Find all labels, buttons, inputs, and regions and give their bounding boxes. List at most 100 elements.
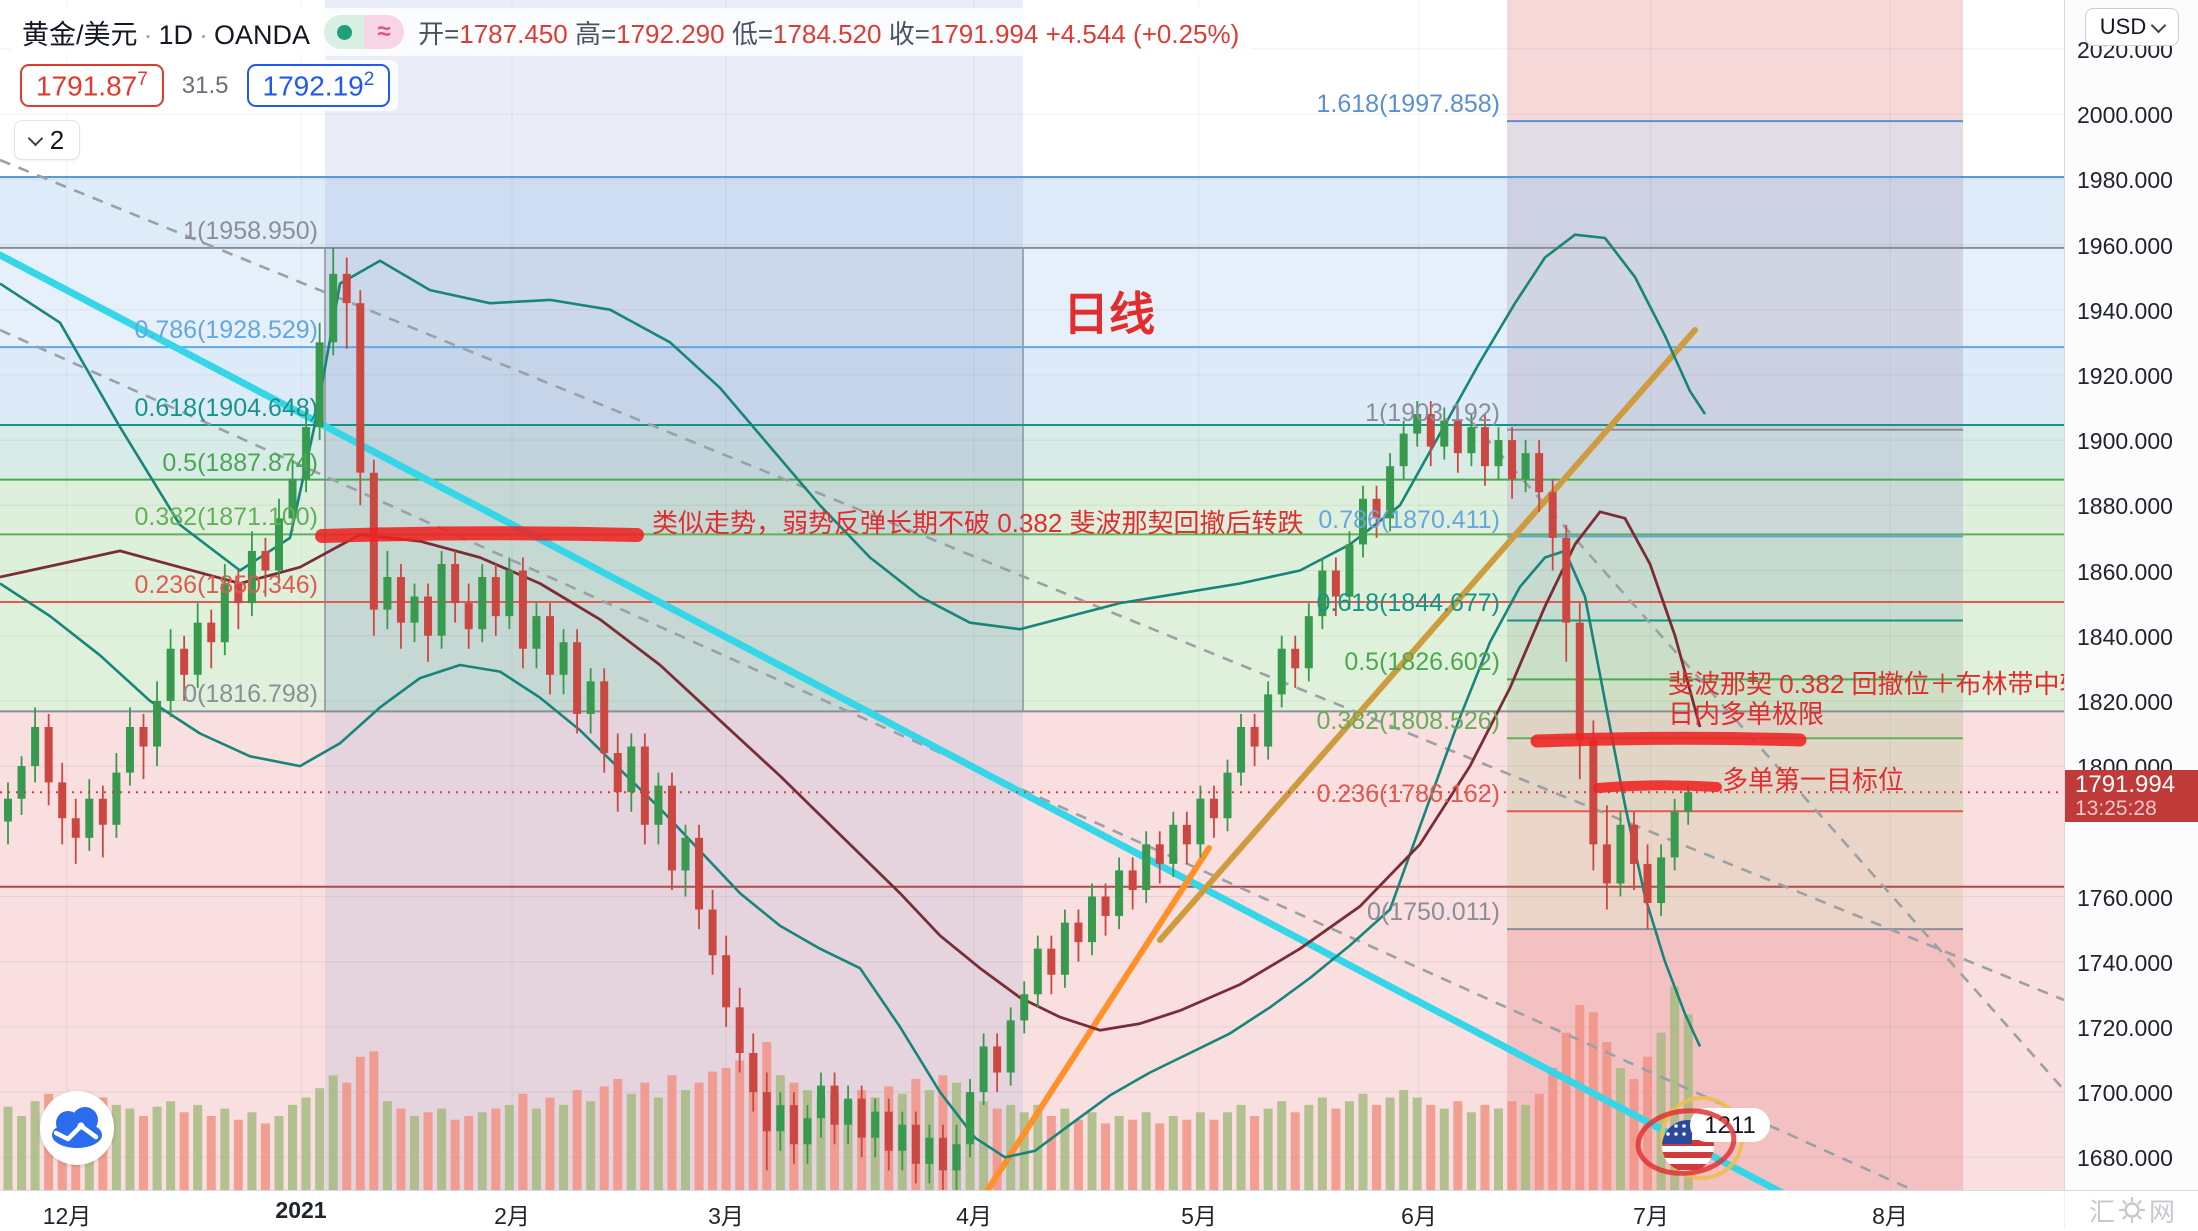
price-tick-label: 1760.000 xyxy=(2077,884,2173,911)
price-tick-label: 1860.000 xyxy=(2077,558,2173,585)
fib-level-label: 1.618(1997.858) xyxy=(1316,90,1500,119)
indicator-count: 2 xyxy=(49,124,65,155)
close-value: 1791.994 xyxy=(929,18,1039,49)
economic-event-marker[interactable]: 1211 xyxy=(1635,1096,1770,1180)
dashed-trendline[interactable] xyxy=(1469,419,2064,1091)
fib-level-label: 0(1750.011) xyxy=(1367,898,1500,927)
watermark-logo: 汇 网 xyxy=(2064,1190,2198,1229)
fib-level-label: 0.5(1826.602) xyxy=(1344,648,1500,677)
time-tick-label: 6月 xyxy=(1401,1203,1437,1229)
fib-level-label: 0.5(1887.874) xyxy=(162,448,318,477)
last-price-value: 1791.994 xyxy=(2075,771,2176,798)
fib-level-label: 0.382(1808.526) xyxy=(1316,707,1500,736)
separator: · xyxy=(199,19,209,50)
publisher-logo-button[interactable] xyxy=(40,1091,114,1165)
time-axis[interactable]: 12月 2021 2月 3月 4月 5月 6月 7月 8月 xyxy=(0,1190,2064,1229)
fib-pullback-note-line1: 斐波那契 0.382 回撤位＋布林带中轨 xyxy=(1668,669,2086,699)
fib1-zone xyxy=(0,479,2064,535)
price-tick-label: 2000.000 xyxy=(2077,102,2173,129)
high-value: 1792.290 xyxy=(616,18,725,49)
time-tick-label: 2021 xyxy=(275,1197,327,1223)
time-tick-label: 4月 xyxy=(956,1203,992,1229)
ohlc-readout: 开=1787.450 高=1792.290 低=1784.520 收=1791.… xyxy=(418,14,1239,51)
symbol-title: 黄金/美元 · 1D · OANDA xyxy=(22,13,310,52)
red-circle-scribble xyxy=(1635,1108,1737,1176)
red-highlight-stroke[interactable] xyxy=(1530,731,1807,748)
bar-countdown: 13:25:28 xyxy=(2075,797,2157,820)
fib-level-label: 1(1958.950) xyxy=(183,216,318,245)
cloud-chart-icon xyxy=(52,1107,102,1148)
price-axis[interactable]: 2020.000 2000.000 1980.000 1960.000 1940.000… xyxy=(2064,0,2198,1190)
time-tick-label: 3月 xyxy=(708,1203,744,1229)
sell-button[interactable]: 1791.877 xyxy=(20,64,164,108)
change-percent: (+0.25%) xyxy=(1133,18,1240,49)
dayline-annotation: 日线 xyxy=(1063,288,1155,340)
approx-status-icon[interactable]: ≈ xyxy=(364,15,405,49)
price-tick-label: 1740.000 xyxy=(2077,949,2173,976)
orange-trendline[interactable] xyxy=(963,845,1212,1190)
red-highlight-stroke[interactable] xyxy=(315,526,644,543)
timeframe-label[interactable]: 1D xyxy=(158,19,194,50)
price-tick-label: 1940.000 xyxy=(2077,297,2173,324)
fib2-zone xyxy=(1507,536,1963,621)
low-value: 1784.520 xyxy=(773,18,882,49)
fib-level-label: 0.618(1844.677) xyxy=(1316,589,1500,618)
time-tick-label: 2月 xyxy=(494,1203,530,1229)
price-tick-label: 1840.000 xyxy=(2077,623,2173,650)
symbol-legend[interactable]: 黄金/美元 · 1D · OANDA ≈ 开=1787.450 高=1792.290 低… xyxy=(10,8,1252,56)
last-price-badge: 1791.994 13:25:28 xyxy=(2065,770,2198,822)
fib1-zone xyxy=(0,534,2064,602)
open-label: 开= xyxy=(418,18,460,49)
symbol-name: 黄金/美元 xyxy=(22,19,138,50)
fib2-zone xyxy=(1507,738,1963,812)
fib-level-label: 0.618(1904.648) xyxy=(134,393,318,422)
bollinger-lower-line xyxy=(0,549,1702,1159)
time-tick-label: 7月 xyxy=(1633,1203,1669,1229)
fib1-zone xyxy=(0,347,2064,425)
bid-price-sup: 7 xyxy=(137,69,148,90)
trend-note-annotation: 类似走势，弱势反弹长期不破 0.382 斐波那契回撤后转跌 xyxy=(652,508,1304,538)
price-tick-label: 1680.000 xyxy=(2077,1145,2173,1172)
fib-level-label: 0.236(1786.162) xyxy=(1316,780,1500,809)
fib1-zone xyxy=(0,177,2064,248)
collapse-indicators-button[interactable]: 2 xyxy=(14,120,80,160)
status-chips: ≈ xyxy=(324,15,405,49)
price-tick-label: 1720.000 xyxy=(2077,1014,2173,1041)
close-label: 收= xyxy=(888,18,930,49)
gold-trendline[interactable] xyxy=(1157,327,1698,943)
cyan-trendline[interactable] xyxy=(0,251,1849,1190)
time-tick-label: 12月 xyxy=(42,1203,92,1229)
chevron-down-icon xyxy=(27,130,44,146)
low-label: 低= xyxy=(731,18,773,49)
open-value: 1787.450 xyxy=(459,18,568,49)
fib-pullback-note-line2: 日内多单极限 xyxy=(1668,699,1825,729)
price-chart-canvas[interactable]: 1211 xyxy=(0,0,2064,1190)
fib-level-label: 0.236(1850.346) xyxy=(134,570,318,599)
fib-level-label: 0.382(1871.100) xyxy=(134,503,318,532)
watermark-left-char: 汇 xyxy=(2088,1196,2115,1227)
spread-value: 31.5 xyxy=(181,71,229,99)
price-tick-label: 1900.000 xyxy=(2077,428,2173,455)
exchange-label: OANDA xyxy=(214,19,311,50)
high-label: 高= xyxy=(574,18,617,49)
market-status-icon[interactable] xyxy=(324,15,365,49)
time-tick-label: 5月 xyxy=(1181,1203,1217,1229)
ask-price: 1792.19 xyxy=(262,70,364,102)
price-tick-label: 1960.000 xyxy=(2077,232,2173,259)
price-tick-label: 1700.000 xyxy=(2077,1080,2173,1107)
red-highlight-stroke[interactable] xyxy=(1593,780,1722,793)
quote-row: 1791.877 31.5 1792.192 xyxy=(12,60,399,112)
candlesticks xyxy=(4,247,1693,1190)
time-tick-label: 8月 xyxy=(1872,1203,1908,1229)
change-value: +4.544 xyxy=(1045,18,1126,49)
currency-selector[interactable]: USD xyxy=(2085,8,2179,46)
fib-level-label: 0(1816.798) xyxy=(183,680,318,709)
gear-icon xyxy=(2119,1197,2145,1223)
price-tick-label: 1820.000 xyxy=(2077,688,2173,715)
fib2-zone xyxy=(1507,121,1963,430)
fib-level-label: 0.786(1928.529) xyxy=(134,316,318,345)
separator: · xyxy=(143,19,153,50)
fib-level-label: 1(1903.192) xyxy=(1365,398,1500,427)
buy-button[interactable]: 1792.192 xyxy=(246,64,391,108)
currency-label: USD xyxy=(2099,14,2147,39)
